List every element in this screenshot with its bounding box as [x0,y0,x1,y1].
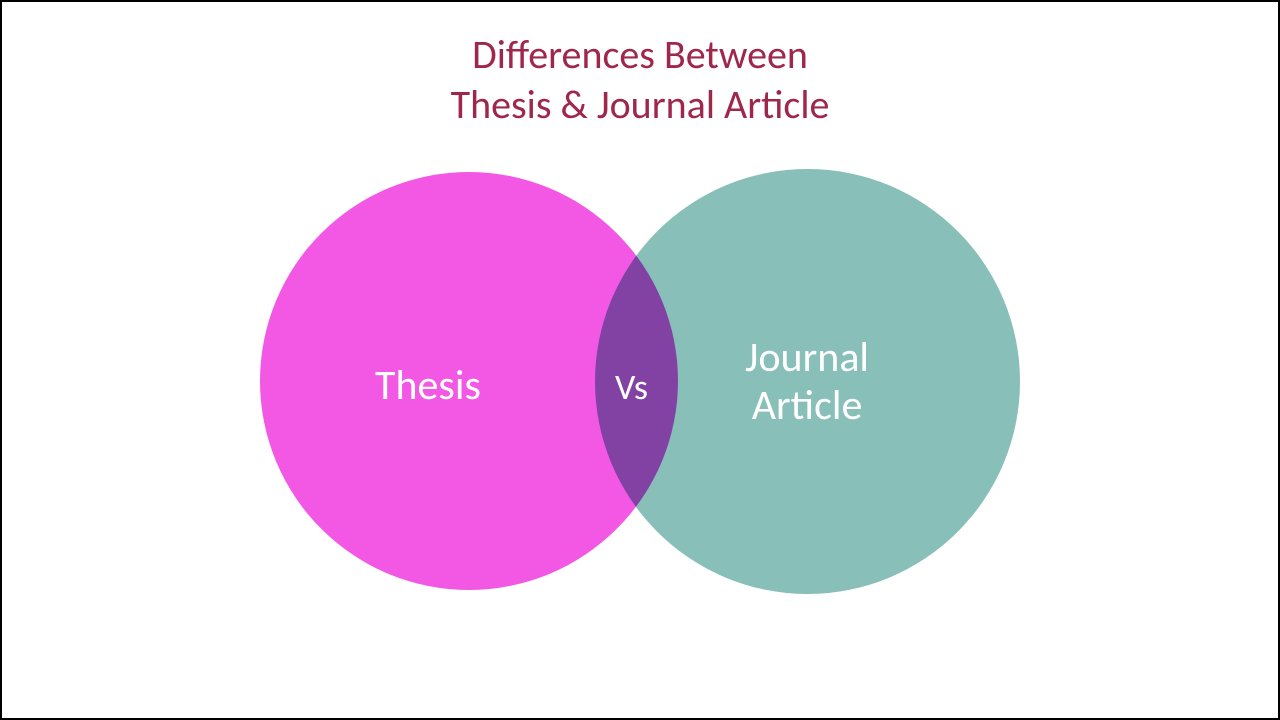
venn-center-label: Vs [615,365,648,409]
venn-right-label-line-1: Journal [745,334,869,382]
title-container: Differences Between Thesis & Journal Art… [451,30,830,130]
venn-diagram: Thesis Journal Article Vs [260,167,1020,597]
title-line-2: Thesis & Journal Article [451,80,830,130]
venn-right-label: Journal Article [745,334,869,431]
venn-right-label-line-2: Article [745,382,869,430]
title-line-1: Differences Between [451,30,830,80]
venn-left-label: Thesis [375,362,481,410]
